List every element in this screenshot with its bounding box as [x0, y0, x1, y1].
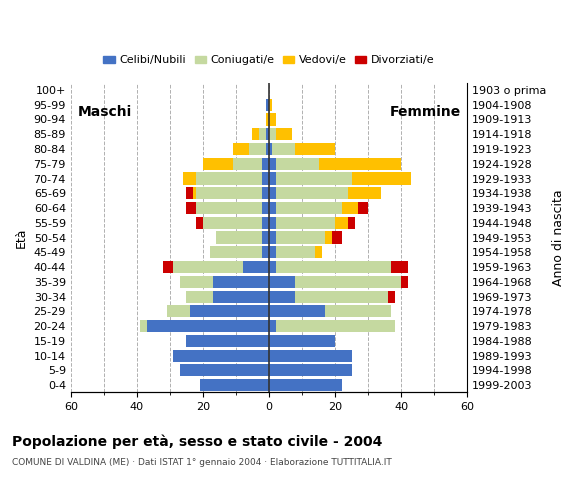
Bar	[262, 158, 269, 170]
Bar	[233, 143, 249, 155]
Bar	[269, 246, 276, 258]
Bar	[266, 99, 269, 111]
Bar	[318, 158, 401, 170]
Bar	[351, 172, 411, 185]
Bar	[186, 187, 193, 199]
Bar	[269, 113, 276, 126]
Bar	[269, 99, 272, 111]
Bar	[392, 261, 408, 273]
Bar	[242, 261, 269, 273]
Bar	[335, 217, 348, 229]
Text: COMUNE DI VALDINA (ME) · Dati ISTAT 1° gennaio 2004 · Elaborazione TUTTITALIA.IT: COMUNE DI VALDINA (ME) · Dati ISTAT 1° g…	[12, 458, 392, 468]
Bar	[401, 276, 408, 288]
Bar	[269, 320, 276, 332]
Bar	[147, 320, 269, 332]
Bar	[276, 217, 335, 229]
Bar	[348, 217, 355, 229]
Bar	[186, 202, 196, 214]
Bar	[252, 128, 259, 140]
Bar	[140, 320, 147, 332]
Bar	[348, 187, 381, 199]
Bar	[276, 231, 325, 243]
Bar	[186, 290, 213, 302]
Bar	[173, 349, 269, 361]
Bar	[196, 202, 262, 214]
Bar	[173, 261, 242, 273]
Bar	[196, 217, 203, 229]
Bar	[295, 290, 388, 302]
Bar	[276, 172, 351, 185]
Bar	[216, 231, 262, 243]
Bar	[358, 202, 368, 214]
Bar	[213, 290, 269, 302]
Bar	[325, 231, 332, 243]
Bar	[166, 305, 190, 317]
Bar	[276, 158, 318, 170]
Bar	[276, 187, 348, 199]
Bar	[269, 335, 335, 347]
Bar	[266, 113, 269, 126]
Bar	[332, 231, 342, 243]
Bar	[272, 143, 295, 155]
Bar	[269, 276, 295, 288]
Bar	[276, 246, 316, 258]
Bar	[200, 379, 269, 391]
Bar	[249, 143, 266, 155]
Bar	[266, 128, 269, 140]
Bar	[262, 202, 269, 214]
Bar	[190, 305, 269, 317]
Bar	[269, 379, 342, 391]
Text: Maschi: Maschi	[77, 105, 132, 119]
Bar	[262, 217, 269, 229]
Bar	[262, 231, 269, 243]
Bar	[203, 217, 262, 229]
Bar	[196, 187, 262, 199]
Bar	[269, 349, 351, 361]
Bar	[186, 335, 269, 347]
Bar	[276, 320, 394, 332]
Bar	[269, 217, 276, 229]
Bar	[266, 143, 269, 155]
Bar	[203, 158, 233, 170]
Bar	[193, 187, 196, 199]
Bar	[276, 128, 292, 140]
Bar	[342, 202, 358, 214]
Bar	[262, 172, 269, 185]
Bar	[295, 143, 335, 155]
Y-axis label: Età: Età	[15, 228, 28, 248]
Bar	[269, 143, 272, 155]
Bar	[276, 202, 342, 214]
Bar	[209, 246, 262, 258]
Bar	[269, 187, 276, 199]
Bar	[262, 187, 269, 199]
Bar	[259, 128, 266, 140]
Bar	[388, 290, 394, 302]
Bar	[269, 290, 295, 302]
Bar	[316, 246, 322, 258]
Bar	[164, 261, 173, 273]
Text: Popolazione per età, sesso e stato civile - 2004: Popolazione per età, sesso e stato civil…	[12, 434, 382, 449]
Bar	[295, 276, 401, 288]
Bar	[196, 172, 262, 185]
Bar	[269, 231, 276, 243]
Bar	[269, 364, 351, 376]
Bar	[262, 246, 269, 258]
Bar	[233, 158, 262, 170]
Bar	[180, 364, 269, 376]
Bar	[213, 276, 269, 288]
Bar	[180, 276, 213, 288]
Bar	[269, 172, 276, 185]
Text: Femmine: Femmine	[389, 105, 461, 119]
Bar	[269, 202, 276, 214]
Legend: Celibi/Nubili, Coniugati/e, Vedovi/e, Divorziati/e: Celibi/Nubili, Coniugati/e, Vedovi/e, Di…	[99, 51, 439, 70]
Bar	[183, 172, 196, 185]
Bar	[269, 261, 276, 273]
Bar	[269, 158, 276, 170]
Bar	[269, 128, 276, 140]
Y-axis label: Anno di nascita: Anno di nascita	[552, 189, 565, 286]
Bar	[325, 305, 392, 317]
Bar	[269, 305, 325, 317]
Bar	[276, 261, 392, 273]
